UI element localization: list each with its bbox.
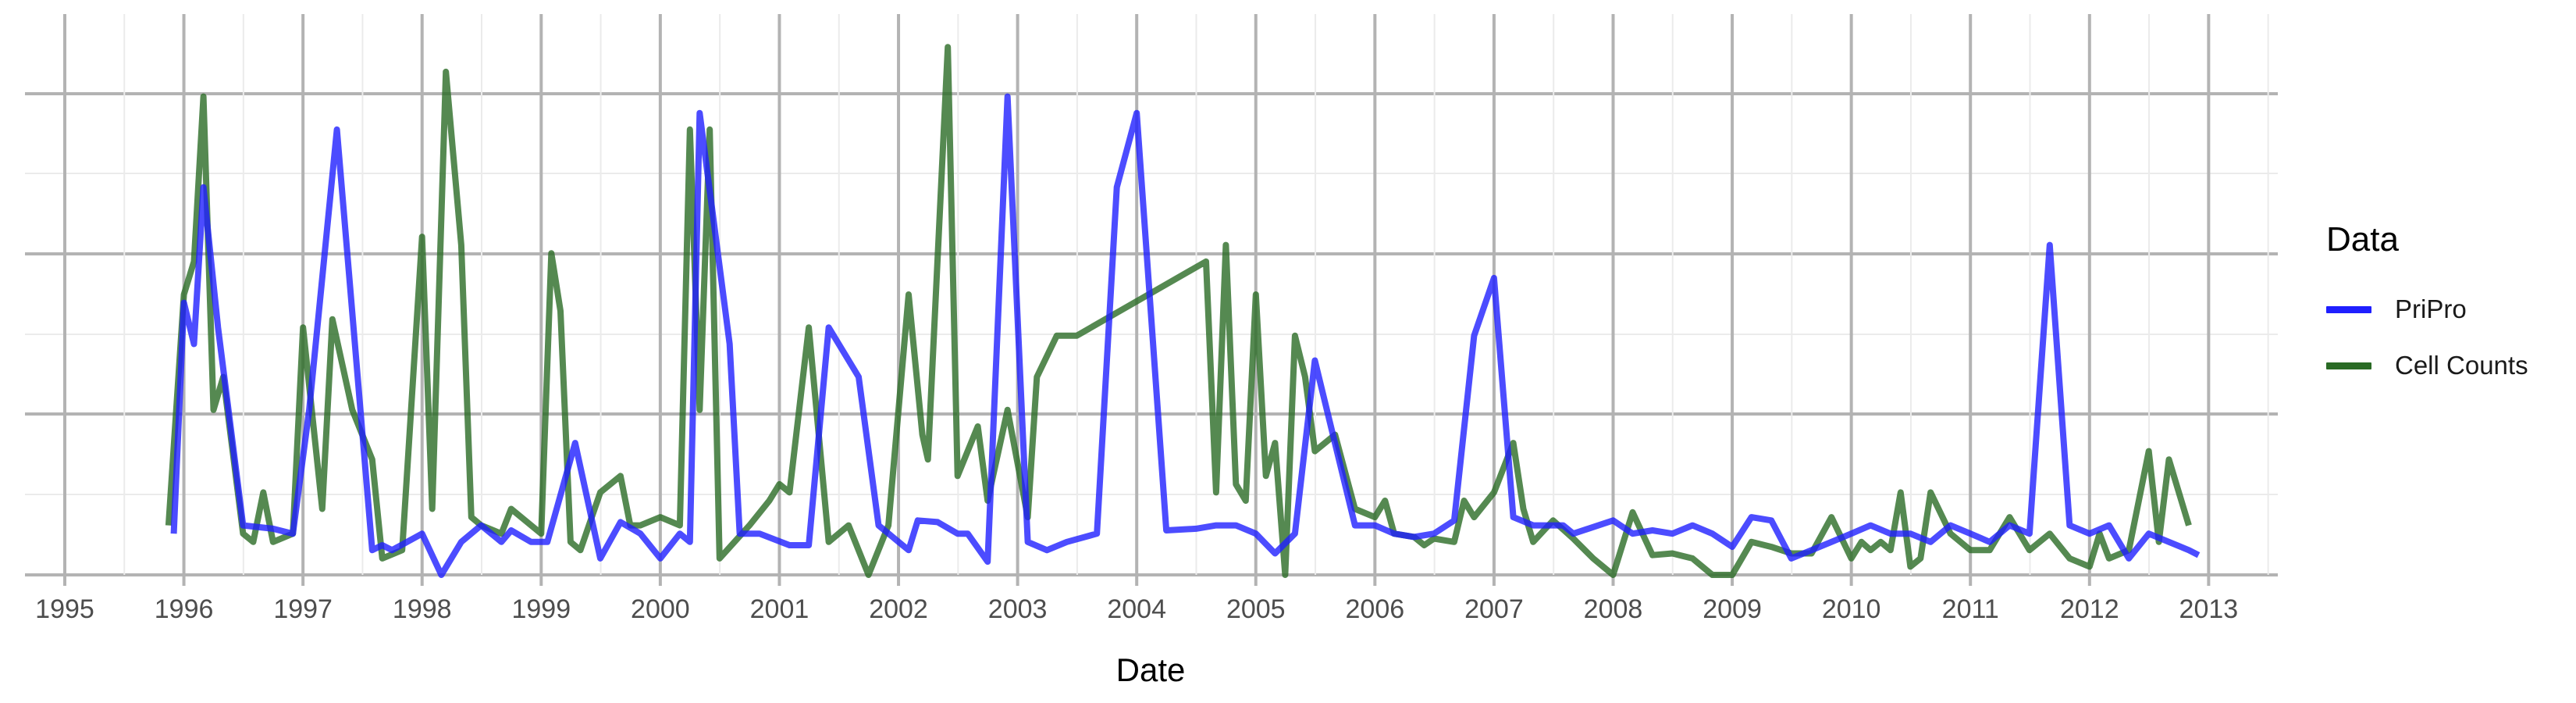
x-tick-label: 1999 xyxy=(511,594,571,624)
legend-swatch xyxy=(2326,305,2371,313)
x-tick-label: 2010 xyxy=(1822,594,1881,624)
x-tick-label: 2001 xyxy=(750,594,809,624)
x-tick-label: 2009 xyxy=(1703,594,1762,624)
x-tick-label: 2012 xyxy=(2060,594,2119,624)
x-tick-label: 2013 xyxy=(2179,594,2239,624)
legend: Data PriPro Cell Counts xyxy=(2326,220,2560,394)
x-tick-label: 2011 xyxy=(1942,594,1999,624)
x-tick-label: 1997 xyxy=(273,594,333,624)
x-tick-label: 2003 xyxy=(988,594,1048,624)
x-axis-ticks: 1995 1996 1997 1998 1999 2000 2001 2002 2003 2004… xyxy=(35,594,2238,624)
x-tick-label: 1996 xyxy=(155,594,214,624)
x-tick-label: 2007 xyxy=(1464,594,1524,624)
legend-items: PriPro Cell Counts xyxy=(2326,281,2560,394)
series-lines xyxy=(165,44,2201,578)
series-line-pripro xyxy=(170,93,2201,578)
x-tick-label: 2000 xyxy=(631,594,690,624)
x-tick-label: 2008 xyxy=(1584,594,1643,624)
x-tick-label: 2002 xyxy=(869,594,928,624)
x-axis-title: Date xyxy=(1116,651,1186,688)
legend-item-cell-counts: Cell Counts xyxy=(2326,337,2560,394)
legend-swatch xyxy=(2326,362,2371,369)
series-line-cell-counts xyxy=(165,44,2192,578)
legend-title: Data xyxy=(2326,220,2399,259)
x-tick-label: 2006 xyxy=(1346,594,1405,624)
x-tick-label: 1998 xyxy=(393,594,452,624)
legend-label: PriPro xyxy=(2395,294,2467,323)
x-tick-label: 1995 xyxy=(35,594,94,624)
x-tick-label: 2005 xyxy=(1226,594,1286,624)
legend-label: Cell Counts xyxy=(2395,351,2528,380)
x-tick-label: 2004 xyxy=(1107,594,1166,624)
legend-item-pripro: PriPro xyxy=(2326,281,2560,337)
